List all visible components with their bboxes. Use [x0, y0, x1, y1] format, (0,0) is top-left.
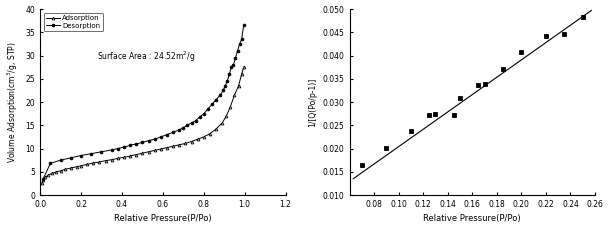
Desorption — [77, 154, 85, 157]
Desorption — [232, 57, 239, 59]
Adsorption — [157, 148, 164, 150]
Adsorption — [163, 146, 171, 149]
Adsorption — [96, 161, 103, 164]
Adsorption — [227, 105, 234, 108]
Desorption — [192, 119, 199, 122]
Desorption — [121, 146, 128, 149]
Adsorption — [240, 66, 247, 68]
Desorption — [145, 139, 152, 142]
Adsorption — [169, 145, 177, 147]
Adsorption — [235, 85, 242, 87]
Desorption — [157, 136, 164, 138]
X-axis label: Relative Pressure(P/Po): Relative Pressure(P/Po) — [423, 214, 521, 224]
Adsorption — [175, 143, 183, 146]
Desorption — [47, 162, 54, 165]
Adsorption — [57, 169, 64, 172]
Adsorption — [206, 132, 214, 135]
Adsorption — [139, 152, 146, 155]
Desorption — [108, 149, 115, 151]
Adsorption — [44, 174, 52, 176]
Desorption — [220, 89, 227, 92]
Desorption — [88, 152, 95, 155]
Adsorption — [38, 182, 46, 184]
Y-axis label: 1/[Q(Po/p-1)]: 1/[Q(Po/p-1)] — [308, 77, 317, 127]
Desorption — [67, 156, 74, 159]
Adsorption — [102, 159, 109, 162]
Desorption — [238, 38, 245, 41]
Adsorption — [181, 142, 189, 145]
Adsorption — [219, 122, 226, 124]
Line: Adsorption: Adsorption — [40, 66, 245, 184]
Adsorption — [238, 73, 245, 76]
Adsorption — [73, 165, 80, 168]
Adsorption — [114, 157, 122, 160]
Desorption — [200, 112, 208, 115]
Adsorption — [121, 156, 128, 159]
Desorption — [204, 108, 211, 110]
Desorption — [222, 85, 229, 87]
Text: Surface Area : 24.52m$^2$/g: Surface Area : 24.52m$^2$/g — [97, 50, 195, 64]
Adsorption — [90, 162, 97, 164]
Desorption — [139, 141, 146, 144]
Desorption — [98, 150, 105, 153]
Desorption — [169, 131, 177, 134]
Adsorption — [231, 94, 238, 96]
Desorption — [213, 98, 220, 101]
Desorption — [175, 128, 183, 131]
Adsorption — [188, 140, 195, 143]
Adsorption — [77, 164, 85, 167]
Adsorption — [108, 158, 115, 161]
Desorption — [224, 80, 231, 82]
Desorption — [234, 49, 241, 52]
Desorption — [216, 94, 224, 96]
Desorption — [226, 73, 233, 76]
Adsorption — [61, 168, 68, 171]
Adsorption — [41, 176, 49, 179]
Desorption — [196, 116, 203, 118]
Adsorption — [83, 163, 91, 166]
X-axis label: Relative Pressure(P/Po): Relative Pressure(P/Po) — [114, 214, 212, 224]
Desorption — [236, 43, 243, 45]
Desorption — [184, 124, 191, 127]
Desorption — [228, 66, 235, 68]
Adsorption — [127, 155, 134, 157]
Adsorption — [67, 167, 74, 169]
Desorption — [151, 138, 158, 141]
Desorption — [133, 142, 140, 145]
Adsorption — [49, 172, 56, 174]
Desorption — [180, 126, 187, 129]
Desorption — [57, 159, 64, 161]
Adsorption — [223, 115, 230, 117]
Desorption — [40, 177, 47, 180]
Desorption — [208, 103, 216, 106]
Line: Desorption: Desorption — [42, 24, 245, 180]
Adsorption — [53, 170, 60, 173]
Y-axis label: Volume Adsorption(cm$^3$/g, STP): Volume Adsorption(cm$^3$/g, STP) — [5, 41, 20, 163]
Adsorption — [151, 149, 158, 152]
Adsorption — [200, 136, 208, 138]
Desorption — [230, 63, 237, 66]
Adsorption — [145, 150, 152, 153]
Adsorption — [133, 153, 140, 156]
Legend: Adsorption, Desorption: Adsorption, Desorption — [44, 13, 104, 31]
Desorption — [114, 147, 122, 150]
Adsorption — [40, 179, 47, 182]
Desorption — [240, 24, 247, 27]
Adsorption — [194, 138, 202, 141]
Adsorption — [213, 128, 220, 130]
Desorption — [127, 144, 134, 147]
Desorption — [163, 133, 171, 136]
Desorption — [188, 122, 195, 124]
